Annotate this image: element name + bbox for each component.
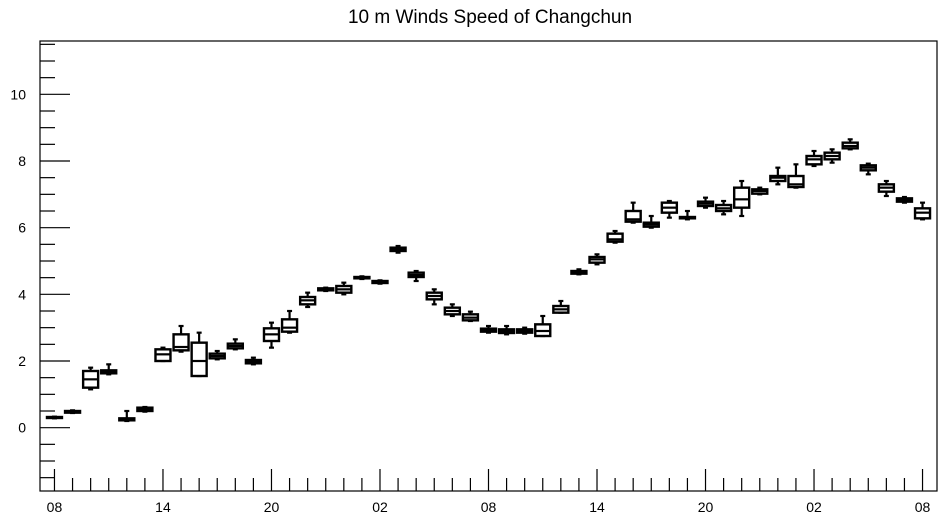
box-series <box>45 138 932 423</box>
box-5 <box>136 405 154 413</box>
box-23 <box>461 310 480 323</box>
iqr-box <box>280 318 299 333</box>
box-6 <box>154 346 172 363</box>
x-tick-label: 02 <box>806 499 822 515</box>
box-41 <box>787 163 805 189</box>
box-15 <box>317 286 335 293</box>
box-47 <box>895 195 914 204</box>
x-tick-label: 02 <box>372 499 388 515</box>
x-tick-label: 08 <box>915 499 931 515</box>
box-30 <box>588 253 606 266</box>
box-14 <box>298 291 317 309</box>
box-11 <box>244 356 263 366</box>
box-20 <box>407 269 425 283</box>
box-40 <box>769 166 787 186</box>
box-0 <box>45 415 64 420</box>
x-tick-label: 20 <box>698 499 714 515</box>
x-tick-label: 14 <box>589 499 605 515</box>
iqr-box <box>732 186 751 209</box>
box-31 <box>606 229 624 244</box>
box-16 <box>335 281 353 296</box>
x-tick-label: 14 <box>155 499 171 515</box>
box-9 <box>208 349 226 361</box>
box-43 <box>823 148 841 164</box>
box-19 <box>389 244 407 254</box>
box-26 <box>515 326 534 335</box>
box-39 <box>751 186 769 196</box>
x-tick-label: 08 <box>47 499 63 515</box>
box-3 <box>100 363 118 376</box>
box-28 <box>552 299 570 314</box>
iqr-box <box>606 232 624 243</box>
box-36 <box>696 196 715 209</box>
box-13 <box>280 309 299 334</box>
box-37 <box>714 199 733 216</box>
box-17 <box>353 275 371 281</box>
y-tick-label: 6 <box>18 220 26 236</box>
y-tick-label: 4 <box>18 286 26 302</box>
y-tick-label: 2 <box>18 353 26 369</box>
plot-frame <box>39 40 938 492</box>
box-35 <box>678 209 697 221</box>
iqr-box <box>787 174 805 189</box>
box-27 <box>534 314 552 338</box>
box-2 <box>81 366 100 391</box>
box-38 <box>732 179 751 218</box>
iqr-box <box>624 209 642 223</box>
box-24 <box>479 324 498 334</box>
y-tick-label: 10 <box>10 86 26 102</box>
x-tick-label: 08 <box>481 499 497 515</box>
box-21 <box>425 288 443 306</box>
box-45 <box>859 162 877 176</box>
box-8 <box>190 331 208 378</box>
box-18 <box>371 279 389 285</box>
box-34 <box>660 199 679 219</box>
y-tick-label: 0 <box>18 420 26 436</box>
box-25 <box>497 324 516 336</box>
box-32 <box>624 201 642 224</box>
y-axis: 0 2 4 6 8 10 <box>10 43 70 479</box>
iqr-box <box>190 341 208 378</box>
y-tick-label: 8 <box>18 153 26 169</box>
box-46 <box>877 179 896 198</box>
box-33 <box>642 214 660 229</box>
box-4 <box>118 409 136 423</box>
box-10 <box>226 338 245 351</box>
box-44 <box>841 138 859 151</box>
box-29 <box>570 268 588 276</box>
box-42 <box>805 149 823 168</box>
x-tick-label: 20 <box>264 499 280 515</box>
box-48 <box>913 201 932 221</box>
box-1 <box>63 409 82 415</box>
box-22 <box>443 303 462 318</box>
chart-title: 10 m Winds Speed of Changchun <box>348 7 632 28</box>
x-axis: 08 14 20 02 08 14 20 02 08 <box>47 469 931 515</box>
box-12 <box>262 321 281 349</box>
box-7 <box>172 324 190 353</box>
